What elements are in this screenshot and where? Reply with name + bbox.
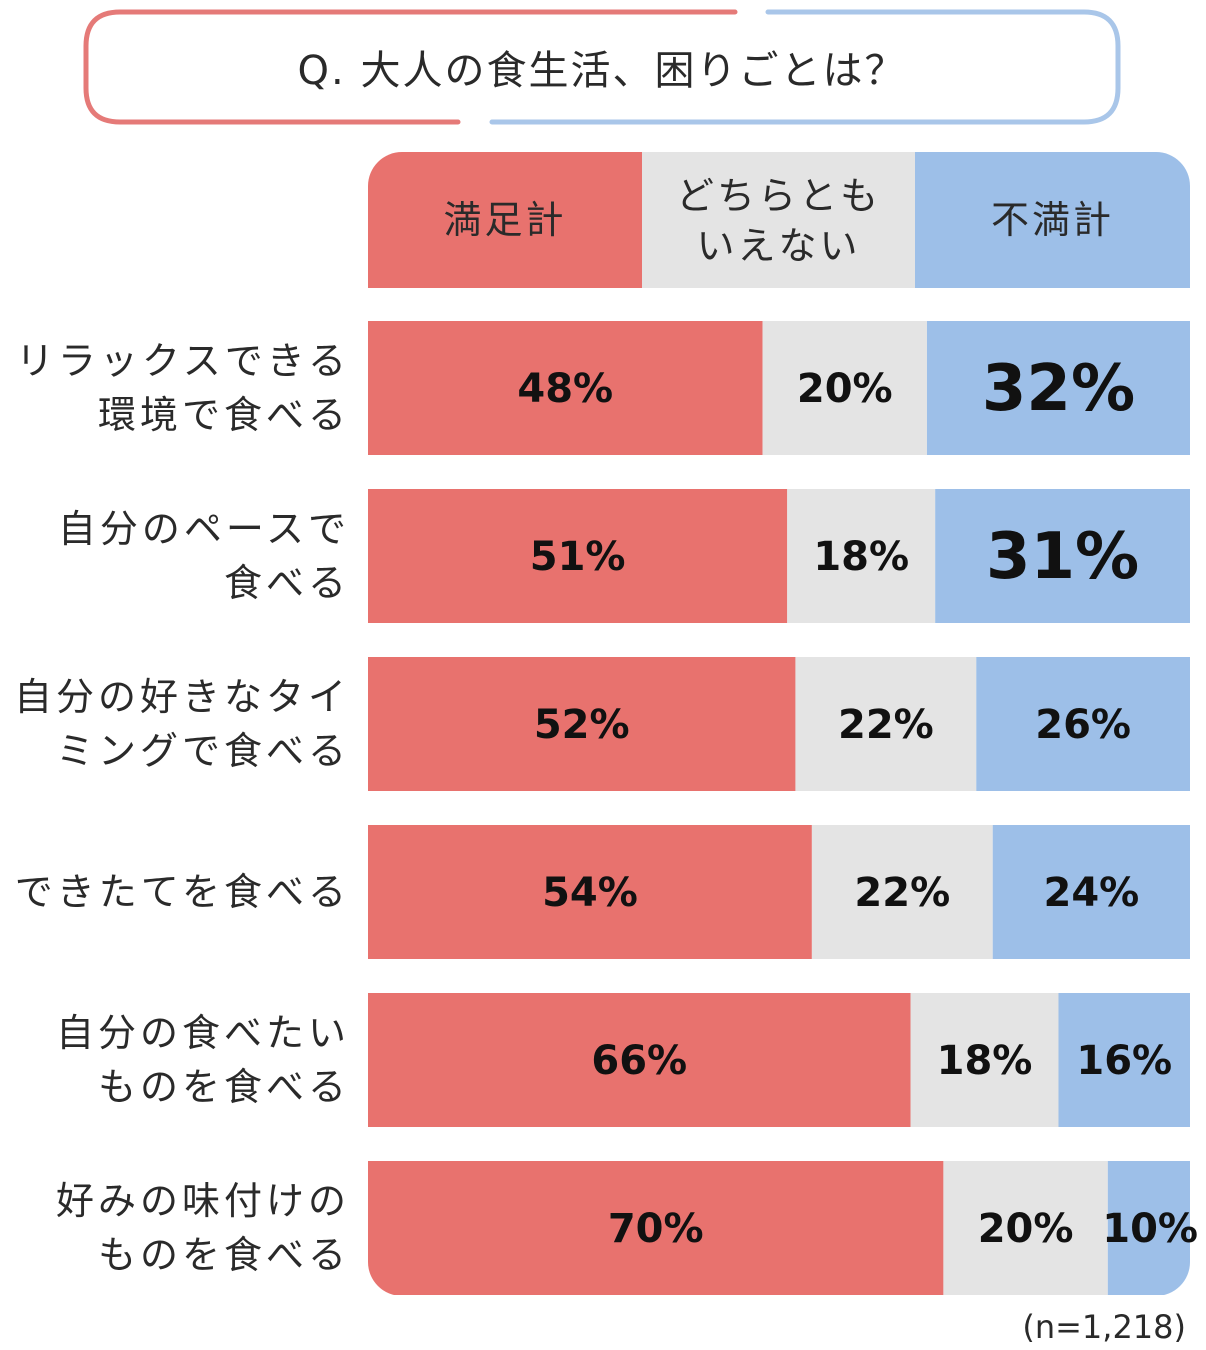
value-label-r1-s3: 32%: [982, 352, 1135, 426]
category-label-2: 自分のペースで食べる: [58, 507, 350, 605]
legend-swatch-2: [642, 152, 915, 288]
bar-segment-r5-s2: [910, 993, 1059, 1127]
bar-segment-r3-s1: [368, 657, 796, 791]
value-label-r5-s2: 18%: [937, 1038, 1033, 1084]
value-label-r3-s3: 26%: [1035, 702, 1131, 748]
value-label-r5-s3: 16%: [1076, 1038, 1172, 1084]
bar-segment-r4-s2: [811, 825, 993, 959]
value-label-r3-s1: 52%: [534, 702, 630, 748]
value-label-r2-s1: 51%: [530, 534, 626, 580]
value-label-r6-s1: 70%: [608, 1206, 704, 1252]
bar-segment-r2-s3: [935, 489, 1190, 623]
value-label-r3-s2: 22%: [838, 702, 934, 748]
category-label-3: 自分の好きなタイミングで食べる: [14, 675, 350, 773]
bar-segment-r3-s2: [795, 657, 977, 791]
value-label-r4-s2: 22%: [854, 870, 950, 916]
legend-label-1: 満足計: [443, 198, 566, 242]
sample-size-note: (n=1,218): [1022, 1308, 1186, 1346]
value-label-r2-s2: 18%: [813, 534, 909, 580]
bar-segment-r6-s3: [1107, 1161, 1190, 1295]
value-label-r4-s3: 24%: [1043, 870, 1139, 916]
bar-segment-r2-s1: [368, 489, 788, 623]
category-label-4: できたてを食べる: [15, 870, 350, 914]
chart-title: Q. 大人の食生活、困りごとは？: [298, 48, 907, 94]
value-label-r1-s2: 20%: [797, 366, 893, 412]
title-border-blue: [489, 9, 1121, 125]
value-labels: 48% 20% 32% 51% 18% 31% 52% 22% 26% 54% 22% 24% 66% 1…: [517, 352, 1198, 1252]
bar-segment-r6-s1: [368, 1161, 944, 1295]
bar-segment-r3-s3: [976, 657, 1190, 791]
legend-header: 満足計 どちらともいえない 不満計: [443, 174, 1114, 268]
value-label-r6-s2: 20%: [978, 1206, 1074, 1252]
category-label-5: 自分の食べたいものを食べる: [56, 1011, 350, 1109]
legend-label-2: どちらともいえない: [676, 174, 881, 268]
legend-swatch-3: [915, 152, 1190, 288]
legend-label-3: 不満計: [991, 198, 1114, 242]
bar-segment-r5-s3: [1058, 993, 1190, 1127]
category-label-6: 好みの味付けのものを食べる: [56, 1179, 350, 1277]
bar-segment-r2-s2: [787, 489, 936, 623]
bar-segment-r5-s1: [368, 993, 911, 1127]
value-label-r1-s1: 48%: [517, 366, 613, 412]
value-label-r4-s1: 54%: [542, 870, 638, 916]
legend-swatch-1: [368, 152, 642, 288]
bar-segment-r6-s2: [943, 1161, 1108, 1295]
bar-segment-r1-s1: [368, 321, 763, 455]
value-label-r2-s3: 31%: [986, 520, 1139, 594]
bar-segment-r1-s3: [926, 321, 1190, 455]
title-frame: Q. 大人の食生活、困りごとは？: [83, 9, 1121, 125]
bar-segment-r4-s3: [992, 825, 1190, 959]
title-border-red: [83, 9, 738, 125]
value-label-r5-s1: 66%: [591, 1038, 687, 1084]
bar-segment-r1-s2: [762, 321, 927, 455]
bar-area: [368, 152, 1190, 1295]
category-label-1: リラックスできる環境で食べる: [16, 339, 350, 437]
bar-segment-r4-s1: [368, 825, 812, 959]
category-labels: リラックスできる環境で食べる自分のペースで食べる自分の好きなタイミングで食べるで…: [14, 339, 350, 1277]
value-label-r6-s3: 10%: [1102, 1206, 1198, 1252]
